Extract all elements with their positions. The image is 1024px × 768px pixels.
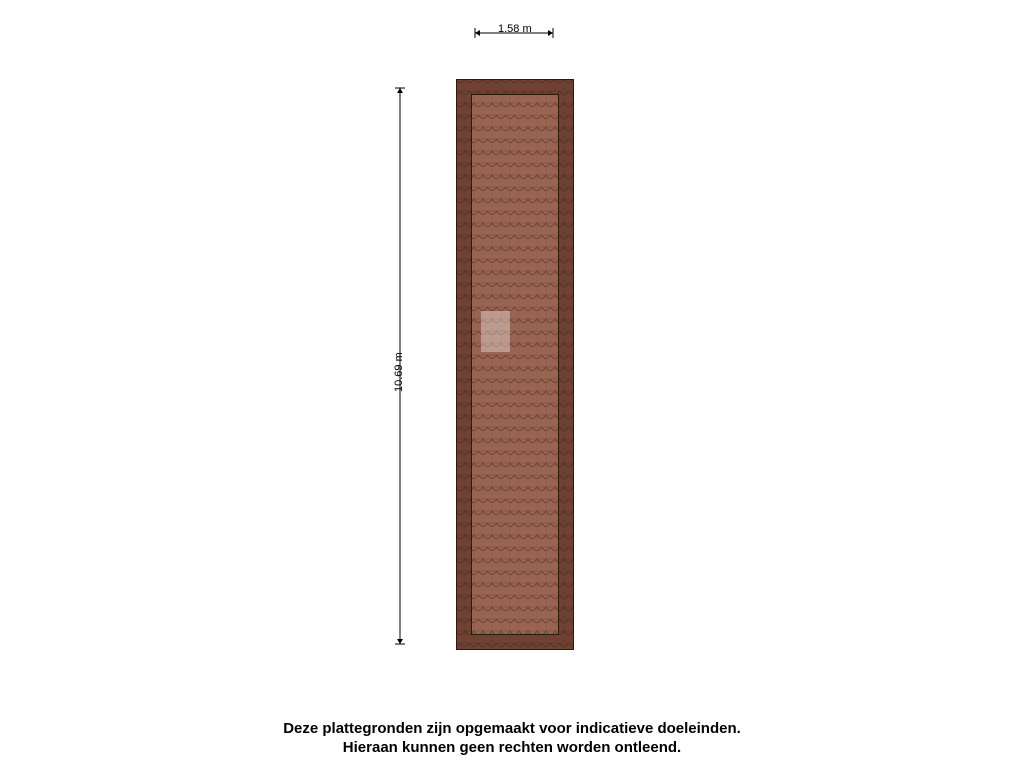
skylight xyxy=(481,311,510,352)
roof-plan xyxy=(456,79,574,650)
dimension-width-label: 1.58 m xyxy=(498,23,532,35)
floorplan-canvas: 1.58 m 10.69 m Deze plattegronden zijn o… xyxy=(0,0,1024,768)
roof-tiles-svg xyxy=(456,79,574,650)
disclaimer-text: Deze plattegronden zijn opgemaakt voor i… xyxy=(0,719,1024,757)
disclaimer-line-2: Hieraan kunnen geen rechten worden ontle… xyxy=(0,738,1024,757)
dimension-height-label: 10.69 m xyxy=(393,352,405,392)
disclaimer-line-1: Deze plattegronden zijn opgemaakt voor i… xyxy=(0,719,1024,738)
